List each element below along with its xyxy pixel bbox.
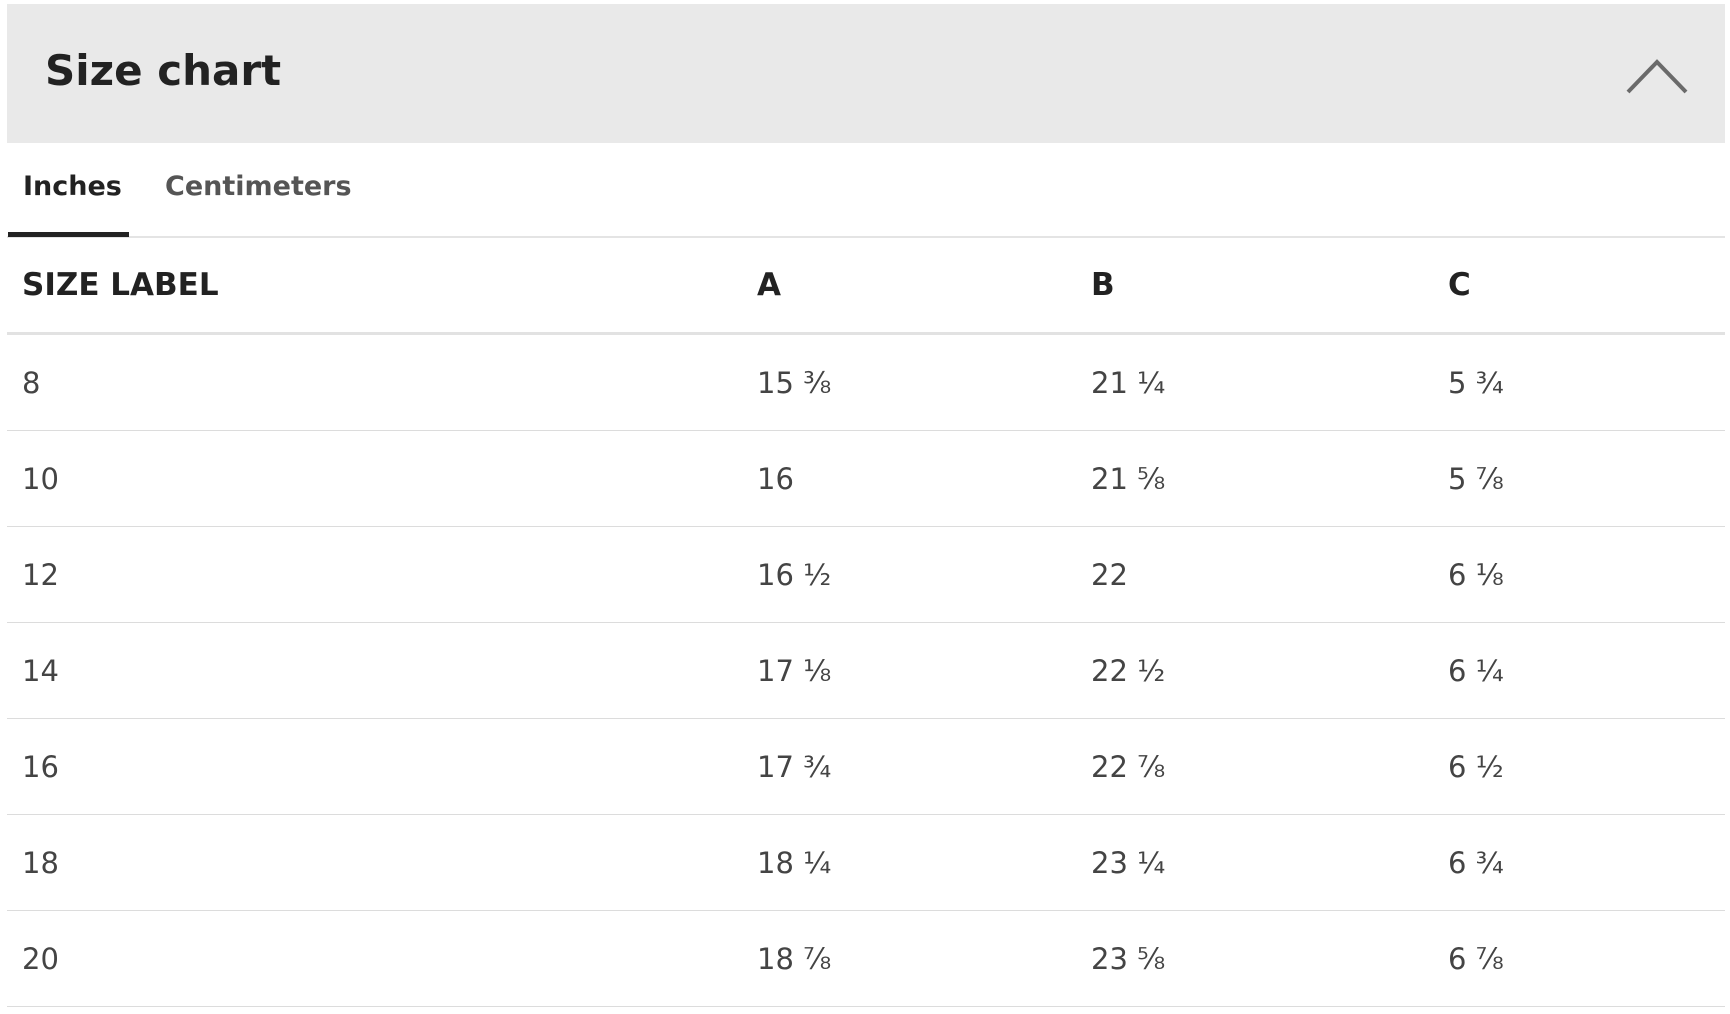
table-cell: 20 bbox=[7, 910, 742, 1007]
active-tab-indicator bbox=[8, 232, 129, 237]
table-cell: 18 ⅞ bbox=[742, 910, 1076, 1007]
table-cell: 17 ¾ bbox=[742, 718, 1076, 815]
table-cell: 6 ½ bbox=[1433, 718, 1725, 815]
table-cell: 22 ½ bbox=[1076, 622, 1433, 719]
table-cell: 18 bbox=[7, 814, 742, 911]
table-cell: 15 ⅜ bbox=[742, 333, 1076, 431]
column-header: B bbox=[1076, 238, 1433, 335]
column-header: C bbox=[1433, 238, 1725, 335]
panel-header[interactable]: Size chart bbox=[7, 4, 1725, 143]
table-cell: 21 ⅝ bbox=[1076, 430, 1433, 527]
table-cell: 16 bbox=[742, 430, 1076, 527]
header-row: SIZE LABEL A B C bbox=[7, 238, 1725, 335]
table-cell: 18 ¼ bbox=[742, 814, 1076, 911]
table-cell: 16 ½ bbox=[742, 526, 1076, 623]
table-cell: 14 bbox=[7, 622, 742, 719]
table-cell: 23 ⅝ bbox=[1076, 910, 1433, 1007]
table-cell: 6 ¾ bbox=[1433, 814, 1725, 911]
collapse-chevron[interactable] bbox=[1624, 52, 1694, 97]
table-cell: 21 ¼ bbox=[1076, 333, 1433, 431]
tab[interactable]: Inches bbox=[23, 171, 122, 202]
table-row: 12 16 ½ 22 6 ⅛ bbox=[7, 526, 1725, 623]
column-header: A bbox=[742, 238, 1076, 335]
table-cell: 17 ⅛ bbox=[742, 622, 1076, 719]
table-cell: 6 ⅞ bbox=[1433, 910, 1725, 1007]
table-cell: 23 ¼ bbox=[1076, 814, 1433, 911]
column-header: SIZE LABEL bbox=[7, 238, 742, 335]
size-chart-panel: Size chart Inches Centimeters SIZE LABEL… bbox=[7, 4, 1725, 1007]
unit-tabs: Inches Centimeters bbox=[7, 143, 1725, 238]
table-cell: 10 bbox=[7, 430, 742, 527]
table-cell: 5 ¾ bbox=[1433, 333, 1725, 431]
table-cell: 5 ⅞ bbox=[1433, 430, 1725, 527]
table-cell: 12 bbox=[7, 526, 742, 623]
table-cell: 16 bbox=[7, 718, 742, 815]
table-cell: 22 bbox=[1076, 526, 1433, 623]
tab[interactable]: Centimeters bbox=[165, 171, 352, 202]
table-cell: 6 ¼ bbox=[1433, 622, 1725, 719]
table-cell: 22 ⅞ bbox=[1076, 718, 1433, 815]
table-cell: 8 bbox=[7, 333, 742, 431]
table-cell: 6 ⅛ bbox=[1433, 526, 1725, 623]
panel-title: Size chart bbox=[45, 46, 282, 95]
